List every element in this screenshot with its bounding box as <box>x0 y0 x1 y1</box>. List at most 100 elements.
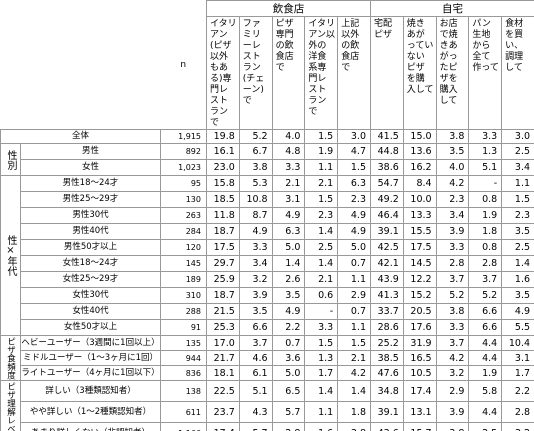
value-cell: 20.5 <box>402 303 437 320</box>
row-label: 男性50才以上 <box>20 239 161 256</box>
value-cell: 5.0 <box>271 239 306 256</box>
section-label: 性別 <box>0 143 21 176</box>
value-cell: 25.3 <box>206 319 240 336</box>
row-label: 全体 <box>0 129 161 144</box>
value-cell: 17.0 <box>206 335 240 351</box>
value-cell: 2.1 <box>304 271 339 288</box>
value-cell: 0.7 <box>337 303 371 320</box>
value-cell: 0.8 <box>468 239 503 256</box>
n-header: n <box>160 0 207 130</box>
row-label: ヘビーユーザー（3週間に1回以上） <box>20 335 161 351</box>
column-header: ピザ専門の飲食店で <box>271 16 306 130</box>
value-cell: 1.1 <box>337 319 371 336</box>
value-cell: 5.2 <box>435 287 470 304</box>
value-cell: 6.1 <box>238 365 273 381</box>
value-cell: 23.7 <box>206 401 240 423</box>
value-cell: 22.5 <box>206 380 240 402</box>
data-row: ピザ理解レベル 詳しい（3種類認知者） 138 22.5 5.1 6.5 1.4 1.4 34.… <box>0 380 534 431</box>
sample-size: 1,166 <box>160 422 207 431</box>
value-cell: 2.3 <box>304 207 339 224</box>
corner <box>1 1 161 130</box>
value-cell: 6.6 <box>468 319 503 336</box>
column-header: 上記以外の飲食店で <box>337 16 371 130</box>
value-cell: - <box>304 303 339 320</box>
value-cell: 13.6 <box>402 143 437 160</box>
column-header: 焼きあがっていないピザを購入して <box>402 16 437 130</box>
value-cell: 18.7 <box>206 223 240 240</box>
value-cell: 54.7 <box>369 175 404 192</box>
value-cell: 15.7 <box>402 422 437 431</box>
value-cell: 0.6 <box>304 287 339 304</box>
value-cell: 3.8 <box>337 422 371 431</box>
value-cell: 25.9 <box>206 271 240 288</box>
value-cell: 3.4 <box>501 159 534 176</box>
sample-size: 130 <box>160 191 207 208</box>
value-cell: 1.1 <box>304 159 339 176</box>
value-cell: 1.5 <box>304 335 339 351</box>
total-row: 全体 1,915 19.8 5.2 4.0 1.5 3.0 41.5 15.0 3.8 3.3 3.0 <box>0 129 534 144</box>
row-label: やや詳しい（1～2種類認知者） <box>20 401 161 423</box>
row-label: 女性40代 <box>20 303 161 320</box>
value-cell: 1.8 <box>468 223 503 240</box>
sample-size: 1,915 <box>160 129 207 144</box>
value-cell: 2.3 <box>501 207 534 224</box>
value-cell: 3.3 <box>238 239 273 256</box>
value-cell: 1.3 <box>304 350 339 366</box>
value-cell: 4.7 <box>337 143 371 160</box>
value-cell: 3.5 <box>501 287 534 304</box>
value-cell: 3.5 <box>271 287 306 304</box>
sample-size: 288 <box>160 303 207 320</box>
value-cell: 1.5 <box>337 159 371 176</box>
column-header: イタリアン以外の洋食系専門レストランで <box>304 16 339 130</box>
value-cell: 2.8 <box>271 422 306 431</box>
value-cell: 13.1 <box>402 401 437 423</box>
row-label: ミドルユーザー（1～3ヶ月に1回） <box>20 350 161 366</box>
section-label: ピザ理解レベル <box>0 380 21 431</box>
value-cell: 3.3 <box>271 159 306 176</box>
sample-size: 892 <box>160 143 207 160</box>
sample-size: 310 <box>160 287 207 304</box>
data-row: 女性50才以上 91 25.3 6.6 2.2 3.3 1.1 28.6 17.6 3.3 6.6 5… <box>1 319 534 336</box>
value-cell: 2.3 <box>337 191 371 208</box>
value-cell: 5.7 <box>271 401 306 423</box>
value-cell: 3.4 <box>238 255 273 272</box>
row-label: 詳しい（3種類認知者） <box>20 380 161 402</box>
row-label: 女性18～24才 <box>20 255 161 272</box>
value-cell: 18.1 <box>206 365 240 381</box>
row-label: 男性40代 <box>20 223 161 240</box>
value-cell: 1.5 <box>304 129 339 144</box>
value-cell: 1.9 <box>468 207 503 224</box>
value-cell: 34.8 <box>369 380 404 402</box>
value-cell: 3.5 <box>435 143 470 160</box>
value-cell: 2.1 <box>337 350 371 366</box>
column-header: ファミリーレストラン(チェーン)で <box>238 16 273 130</box>
value-cell: 5.7 <box>238 422 273 431</box>
value-cell: 19.8 <box>206 129 240 144</box>
value-cell: 10.5 <box>402 365 437 381</box>
value-cell: 3.7 <box>435 271 470 288</box>
value-cell: 1.1 <box>304 401 339 423</box>
value-cell: 3.2 <box>435 365 470 381</box>
value-cell: 6.3 <box>271 223 306 240</box>
sample-size: 120 <box>160 239 207 256</box>
value-cell: 17.5 <box>402 239 437 256</box>
value-cell: 0.7 <box>337 255 371 272</box>
row-label: あまり詳しくない（非認知者） <box>20 422 161 431</box>
value-cell: 44.8 <box>369 143 404 160</box>
value-cell: 3.9 <box>238 287 273 304</box>
section-label: ピザ食頻度 <box>0 335 21 381</box>
value-cell: 5.0 <box>271 365 306 381</box>
value-cell: 1.7 <box>304 365 339 381</box>
value-cell: 41.3 <box>369 287 404 304</box>
sample-size: 944 <box>160 350 207 366</box>
value-cell: 4.2 <box>435 175 470 192</box>
value-cell: 0.7 <box>271 335 306 351</box>
value-cell: 2.5 <box>468 422 503 431</box>
value-cell: 18.5 <box>206 191 240 208</box>
group-header: 自宅 <box>369 0 534 17</box>
value-cell: 49.2 <box>369 191 404 208</box>
value-cell: 5.5 <box>501 319 534 336</box>
value-cell: 38.6 <box>369 159 404 176</box>
row-label: 女性50才以上 <box>20 319 161 336</box>
value-cell: 1.1 <box>337 271 371 288</box>
